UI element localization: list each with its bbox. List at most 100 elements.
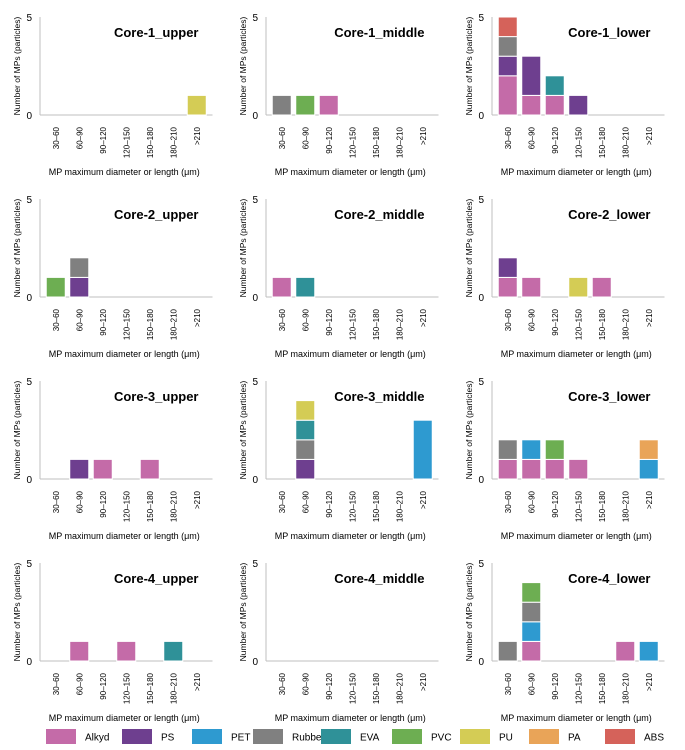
x-tick-label: 150–180	[146, 126, 155, 158]
panel-title: Core-2_lower	[568, 207, 650, 222]
bar-eva	[295, 276, 316, 298]
x-tick-label: >210	[645, 490, 654, 509]
y-tick-label: 0	[26, 111, 32, 122]
panel-core-3-lower: 0 5 Number of MPs (particles) Core-3_lower 3…	[464, 377, 665, 541]
x-tick-label: 30–60	[504, 126, 513, 149]
legend-label: Rubber	[292, 733, 325, 744]
legend-label: PA	[568, 733, 581, 744]
bar-pet	[412, 419, 433, 480]
bar-alkyd	[497, 458, 518, 480]
x-tick-label: >210	[645, 672, 654, 691]
x-tick-label: 150–180	[598, 308, 607, 340]
bar-alkyd	[591, 276, 612, 298]
panel-title: Core-4_lower	[568, 571, 650, 586]
bar-alkyd	[497, 75, 518, 116]
legend: Alkyd PS PET Rubber EVA PVC PU PA ABS	[46, 729, 664, 744]
y-axis-label: Number of MPs (particles)	[12, 380, 22, 479]
x-tick-label: 120–150	[348, 490, 357, 522]
y-axis-label: Number of MPs (particles)	[238, 198, 248, 297]
bar-alkyd	[544, 458, 565, 480]
x-tick-label: 180–210	[169, 308, 178, 340]
bar-eva	[163, 640, 184, 662]
bar-alkyd	[271, 276, 292, 298]
legend-swatch	[253, 729, 283, 744]
x-tick-label: 180–210	[621, 490, 630, 522]
legend-swatch	[46, 729, 76, 744]
bar-rubber	[521, 601, 542, 623]
x-tick-label: 150–180	[598, 490, 607, 522]
bar-ps	[69, 276, 90, 298]
legend-item-alkyd: Alkyd	[46, 729, 109, 744]
x-tick-label: 180–210	[169, 672, 178, 704]
bar-alkyd	[139, 458, 160, 480]
x-tick-label: 150–180	[372, 672, 381, 704]
y-tick-label: 5	[478, 195, 484, 206]
y-tick-label: 5	[478, 559, 484, 570]
x-tick-label: 30–60	[504, 308, 513, 331]
bar-pu	[568, 276, 589, 298]
x-tick-label: >210	[193, 308, 202, 327]
y-tick-label: 0	[252, 293, 258, 304]
bar-alkyd	[116, 640, 137, 662]
x-tick-label: >210	[645, 126, 654, 145]
x-tick-label: >210	[419, 490, 428, 509]
x-tick-label: 150–180	[146, 308, 155, 340]
x-axis-label: MP maximum diameter or length (μm)	[49, 167, 200, 177]
bar-rubber	[295, 439, 316, 460]
panel-core-2-middle: 0 5 Number of MPs (particles) Core-2_middle…	[238, 195, 439, 359]
y-tick-label: 5	[252, 13, 258, 24]
bar-pu	[186, 94, 207, 116]
x-tick-label: >210	[419, 308, 428, 327]
x-tick-label: 120–150	[348, 308, 357, 340]
y-tick-label: 5	[26, 195, 32, 206]
bar-pvc	[521, 582, 542, 603]
x-tick-label: 30–60	[504, 672, 513, 695]
x-tick-label: 60–90	[301, 308, 310, 331]
x-axis-label: MP maximum diameter or length (μm)	[501, 349, 652, 359]
x-tick-label: 30–60	[278, 308, 287, 331]
x-tick-label: 60–90	[527, 490, 536, 513]
bar-alkyd	[92, 458, 113, 480]
x-tick-label: 90–120	[99, 490, 108, 517]
x-tick-label: >210	[645, 308, 654, 327]
legend-item-abs: ABS	[605, 729, 664, 744]
y-tick-label: 0	[478, 111, 484, 122]
x-tick-label: 120–150	[122, 126, 131, 158]
y-tick-label: 5	[252, 377, 258, 388]
x-tick-label: 60–90	[75, 490, 84, 513]
y-axis-label: Number of MPs (particles)	[12, 198, 22, 297]
x-tick-label: 150–180	[372, 126, 381, 158]
legend-label: PET	[231, 733, 250, 744]
bar-alkyd	[521, 276, 542, 298]
x-tick-label: 150–180	[146, 672, 155, 704]
x-tick-label: 30–60	[278, 126, 287, 149]
x-tick-label: 90–120	[99, 308, 108, 335]
x-axis-label: MP maximum diameter or length (μm)	[49, 349, 200, 359]
bar-ps	[295, 458, 316, 480]
x-tick-label: >210	[193, 672, 202, 691]
x-tick-label: 30–60	[504, 490, 513, 513]
x-tick-label: 180–210	[621, 126, 630, 158]
bar-ps	[497, 55, 518, 77]
bar-alkyd	[318, 94, 339, 116]
x-tick-label: 150–180	[598, 126, 607, 158]
bar-rubber	[497, 36, 518, 57]
y-tick-label: 0	[26, 293, 32, 304]
bar-alkyd	[521, 458, 542, 480]
panel-core-4-middle: 0 5 Number of MPs (particles) Core-4_middle…	[238, 559, 439, 723]
x-tick-label: 90–120	[325, 126, 334, 153]
x-tick-label: 60–90	[301, 490, 310, 513]
panel-core-1-upper: 0 5 Number of MPs (particles) Core-1_upper 3…	[12, 13, 213, 177]
bar-rubber	[497, 439, 518, 460]
bar-pvc	[295, 94, 316, 116]
panel-title: Core-3_upper	[114, 389, 199, 404]
bar-alkyd	[568, 458, 589, 480]
y-tick-label: 0	[478, 293, 484, 304]
y-tick-label: 0	[252, 111, 258, 122]
y-axis-label: Number of MPs (particles)	[464, 380, 474, 479]
x-tick-label: 150–180	[372, 308, 381, 340]
legend-swatch	[192, 729, 222, 744]
x-tick-label: 60–90	[527, 126, 536, 149]
legend-swatch	[605, 729, 635, 744]
bar-eva	[544, 75, 565, 96]
